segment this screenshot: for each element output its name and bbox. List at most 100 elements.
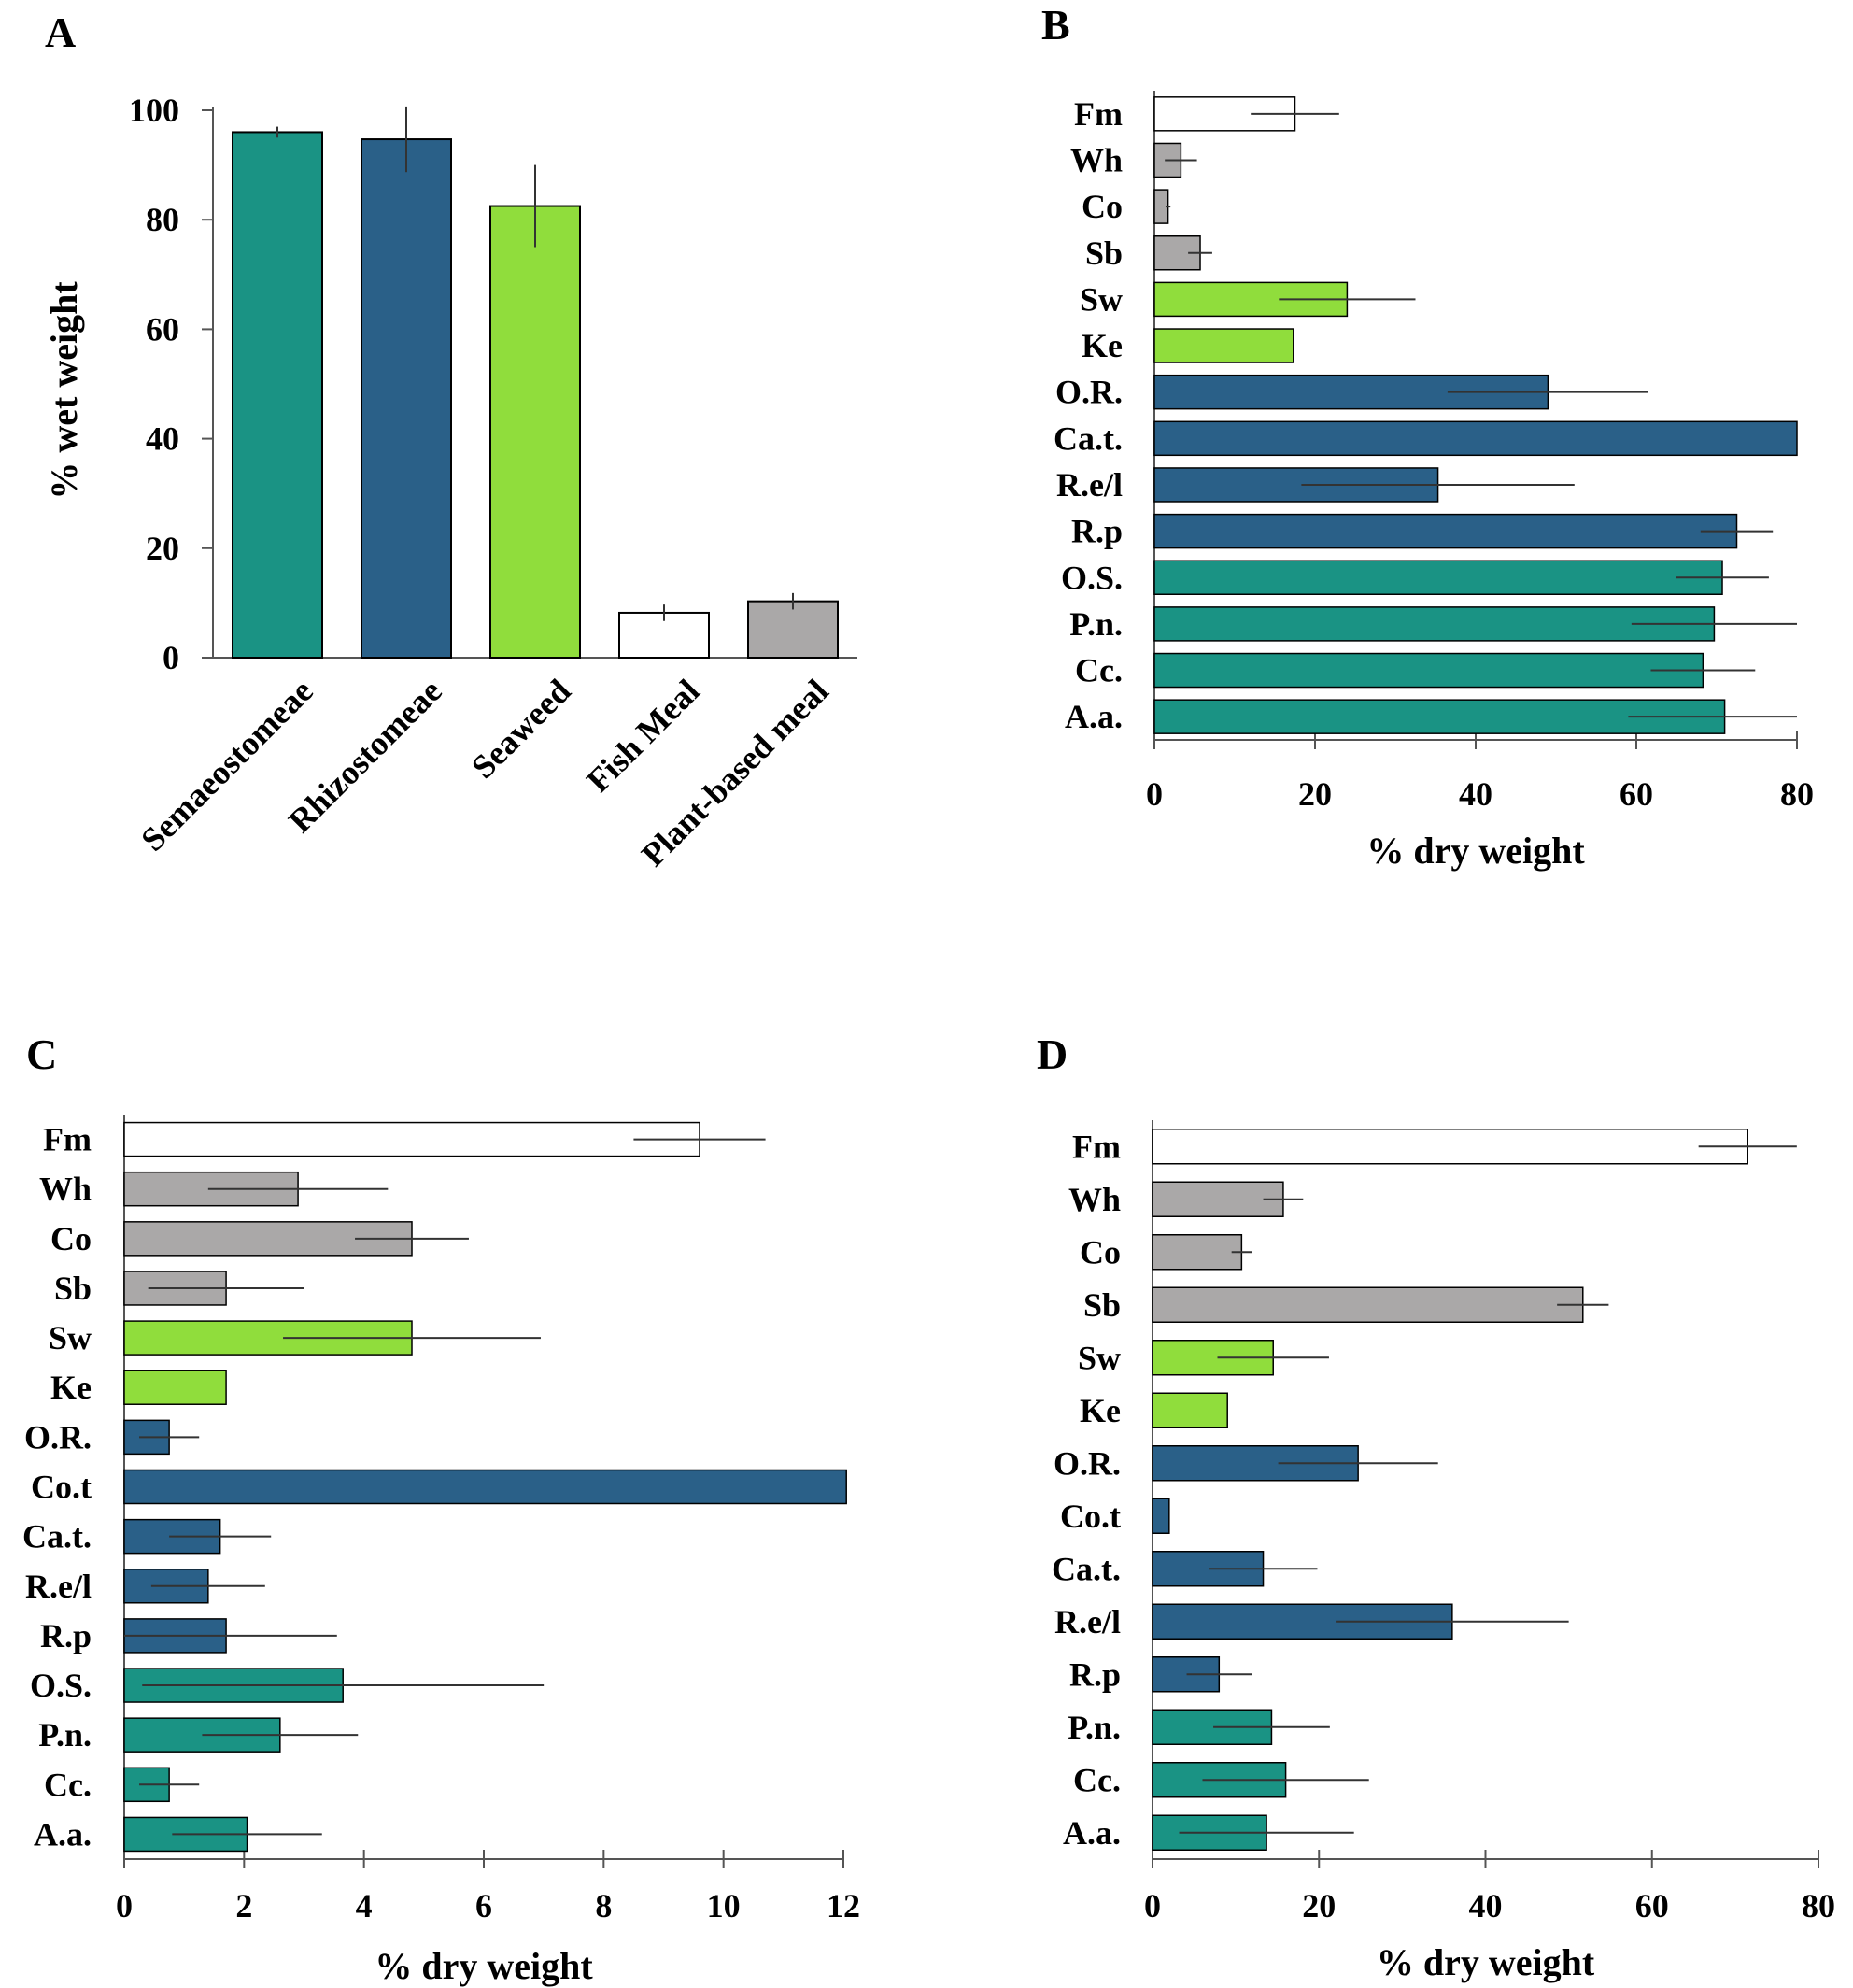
x-tick-label: 40 [1459, 775, 1492, 813]
y-category-label: Wh [39, 1171, 92, 1208]
y-category-label: Sw [1078, 1339, 1121, 1376]
y-category-label: Ke [1080, 1392, 1121, 1429]
y-tick-label: 40 [146, 420, 179, 458]
x-tick-label: 20 [1298, 775, 1332, 813]
y-category-label: Sb [1083, 1286, 1121, 1324]
y-category-label: O.S. [30, 1667, 92, 1704]
x-tick-label: 0 [116, 1887, 133, 1924]
y-tick-label: 60 [146, 310, 179, 348]
y-category-label: Co [1082, 188, 1123, 225]
x-tick-label: 10 [707, 1887, 741, 1924]
y-category-label: Sb [54, 1270, 92, 1307]
y-category-label: Fm [1074, 95, 1123, 133]
y-category-label: Cc. [44, 1766, 92, 1803]
bar [1152, 1181, 1284, 1217]
bar [489, 205, 581, 660]
y-category-label: O.S. [1061, 559, 1123, 596]
y-tick-label: 100 [129, 92, 179, 129]
y-category-label: R.p [40, 1617, 92, 1654]
y-category-label: A.a. [1063, 1814, 1121, 1852]
x-tick-label: 4 [356, 1887, 373, 1924]
x-tick-label: 80 [1780, 775, 1814, 813]
y-category-label: O.R. [24, 1418, 92, 1456]
x-tick-label: 0 [1144, 1887, 1161, 1924]
bar [1153, 328, 1294, 363]
y-category-label: Sw [49, 1319, 92, 1356]
bar [618, 611, 710, 659]
x-axis-title: % dry weight [1377, 1941, 1595, 1983]
y-category-label: Co.t [31, 1469, 92, 1506]
y-category-label: Wh [1068, 1181, 1121, 1218]
y-category-label: Cc. [1075, 652, 1123, 689]
y-category-label: Cc. [1073, 1761, 1121, 1798]
x-tick-label: 60 [1620, 775, 1653, 813]
bar [1153, 652, 1704, 689]
y-category-label: A.a. [1065, 698, 1123, 735]
panel-c: C 0 2 4 6 8 10 12 % dry weight Fm Wh Co Sb Sw Ke O.R. Co… [22, 1030, 860, 1987]
y-category-label: R.e/l [1056, 466, 1123, 504]
bar [361, 138, 452, 660]
bar [1153, 560, 1723, 595]
panel-letter: A [45, 8, 76, 56]
y-category-label: P.n. [1068, 1709, 1121, 1746]
panel-letter: C [26, 1030, 57, 1078]
x-tick-label: 80 [1802, 1887, 1835, 1924]
y-category-label: A.a. [34, 1815, 92, 1853]
panel-letter: B [1041, 1, 1070, 49]
x-axis-title: % dry weight [1366, 830, 1585, 872]
bar [1152, 1286, 1584, 1323]
x-tick-label: 0 [1146, 775, 1163, 813]
y-category-label: Ke [50, 1369, 92, 1406]
x-category-label: Seaweed [464, 672, 578, 786]
y-category-label: P.n. [38, 1716, 92, 1754]
bar [232, 131, 323, 659]
y-category-label: Fm [1072, 1128, 1121, 1165]
x-tick-label: 20 [1302, 1887, 1336, 1924]
panel-d: D 0 20 40 60 80 % dry weight Fm Wh Co Sb Sw Ke O.R. Co… [1037, 1030, 1835, 1983]
bar [1152, 1234, 1243, 1271]
y-category-label: Co.t [1060, 1498, 1121, 1535]
y-category-label: Ca.t. [1054, 419, 1123, 457]
bar [1153, 420, 1798, 457]
y-category-label: Wh [1070, 141, 1123, 178]
y-category-label: Sw [1080, 280, 1123, 318]
y-category-label: P.n. [1069, 605, 1123, 643]
bar [1152, 1129, 1748, 1165]
y-category-label: R.p [1071, 513, 1123, 550]
y-tick-label: 80 [146, 201, 179, 238]
y-category-label: Sb [1085, 234, 1123, 272]
bar [123, 1121, 700, 1157]
x-tick-label: 40 [1469, 1887, 1503, 1924]
bar [123, 1469, 847, 1505]
x-tick-label: 2 [235, 1887, 252, 1924]
bar [1152, 1498, 1170, 1534]
y-category-label: Ke [1082, 327, 1123, 364]
y-tick-label: 0 [163, 639, 179, 676]
y-category-label: O.R. [1054, 1444, 1121, 1482]
x-category-label: Fish Meal [579, 672, 706, 799]
bar [747, 600, 839, 660]
x-tick-label: 6 [475, 1887, 492, 1924]
y-category-label: R.p [1069, 1655, 1121, 1693]
y-category-label: Fm [43, 1121, 92, 1158]
y-axis-title: % wet weight [43, 281, 85, 500]
y-category-label: Co [1080, 1233, 1121, 1271]
bar [1152, 1392, 1228, 1428]
y-tick-label: 20 [146, 530, 179, 567]
x-tick-label: 8 [595, 1887, 612, 1924]
y-category-label: O.R. [1055, 374, 1123, 411]
y-category-label: R.e/l [25, 1568, 92, 1605]
y-category-label: Ca.t. [22, 1518, 92, 1555]
x-category-label: Semaeostomeae [134, 672, 319, 858]
y-category-label: R.e/l [1054, 1603, 1121, 1640]
x-axis-title: % dry weight [375, 1945, 593, 1987]
y-category-label: Ca.t. [1052, 1550, 1121, 1587]
bar [1153, 513, 1738, 549]
bar [1153, 606, 1716, 642]
bar [123, 1370, 227, 1405]
x-tick-label: 12 [827, 1887, 860, 1924]
y-category-label: Co [50, 1220, 92, 1257]
panel-b: B 0 20 40 60 80 % dry weight Fm Wh Co Sb Sw Ke O.R. Ca… [1041, 1, 1814, 872]
